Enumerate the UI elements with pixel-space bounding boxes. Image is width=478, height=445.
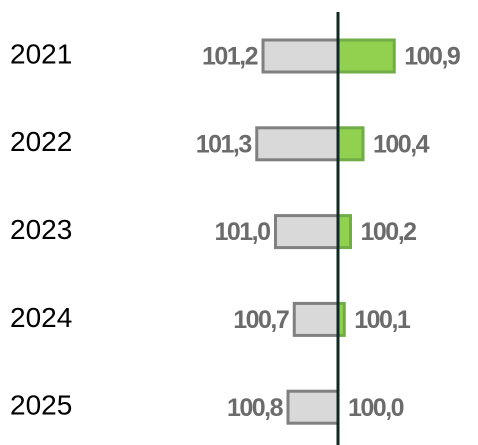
category-label: 2024 — [10, 302, 72, 333]
category-label: 2021 — [10, 38, 72, 69]
bar — [292, 301, 340, 337]
category-label: 2025 — [10, 390, 72, 421]
bar — [261, 38, 340, 74]
value-label: 100,1 — [354, 306, 411, 334]
bar — [336, 126, 365, 162]
value-label: 100,0 — [348, 394, 404, 422]
value-label: 100,7 — [233, 306, 289, 334]
bar — [255, 126, 340, 162]
value-label: 101,0 — [214, 218, 270, 246]
bar — [286, 389, 340, 425]
bar — [274, 214, 340, 250]
value-label: 100,8 — [227, 394, 284, 422]
value-label: 100,9 — [404, 43, 460, 71]
value-label: 101,2 — [202, 43, 258, 71]
bar — [336, 214, 352, 250]
value-label: 100,4 — [373, 130, 430, 158]
value-label: 100,2 — [361, 218, 417, 246]
category-label: 2022 — [10, 126, 72, 157]
value-label: 101,3 — [196, 130, 252, 158]
bar — [336, 38, 396, 74]
category-label: 2023 — [10, 214, 72, 245]
